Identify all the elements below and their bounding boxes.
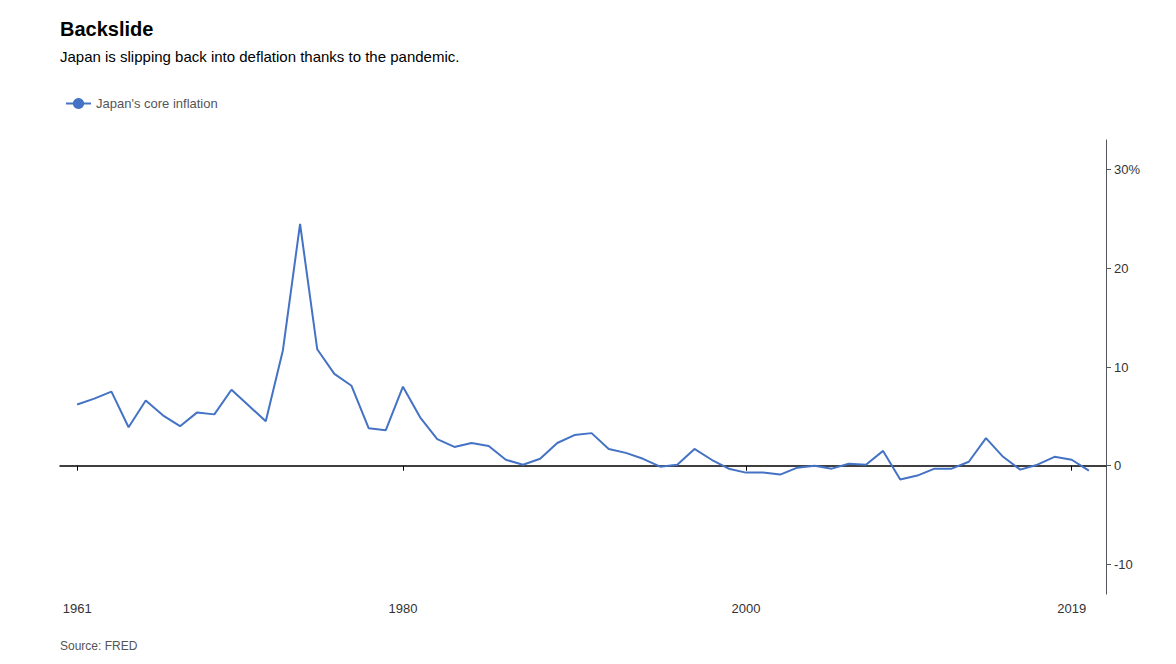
svg-text:2019: 2019 [1057,601,1086,616]
svg-text:Japan's core inflation: Japan's core inflation [96,96,218,111]
svg-text:Backslide: Backslide [60,18,153,40]
svg-text:-10: -10 [1114,557,1133,572]
svg-text:1961: 1961 [63,601,92,616]
svg-text:Japan is slipping back into de: Japan is slipping back into deflation th… [60,48,459,65]
svg-text:20: 20 [1114,261,1128,276]
svg-text:Source: FRED: Source: FRED [60,639,138,653]
svg-text:2000: 2000 [731,601,760,616]
svg-text:0: 0 [1114,458,1121,473]
svg-text:1980: 1980 [388,601,417,616]
svg-text:10: 10 [1114,360,1128,375]
svg-text:30%: 30% [1114,162,1140,177]
